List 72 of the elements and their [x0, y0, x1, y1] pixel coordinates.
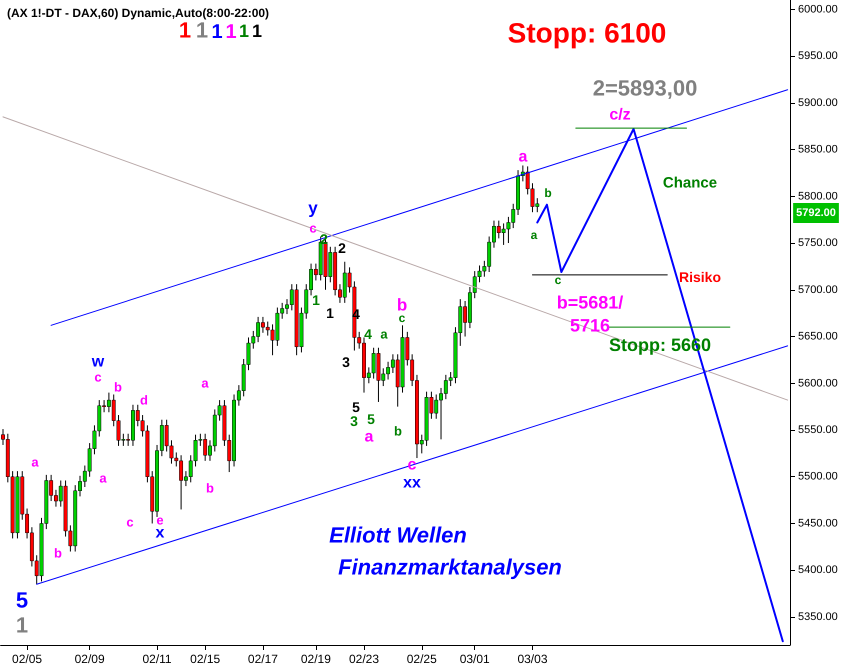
annotation: b	[394, 424, 402, 438]
annotation: b	[54, 546, 62, 560]
annotation: 1	[312, 292, 320, 308]
text: (AX 1!-DT - DAX,60) Dynamic,Auto(8:00-22:00)	[7, 6, 270, 20]
annotation: b	[544, 186, 552, 200]
annotation: 3	[350, 413, 358, 429]
annotation: 1	[252, 21, 262, 41]
x-tick-label: 02/15	[190, 652, 221, 666]
y-tick-label: 5550.00	[798, 424, 838, 436]
annotation: a	[201, 376, 210, 390]
annotation: a	[364, 428, 374, 446]
annotation: b=5681/ 5716	[556, 292, 624, 336]
annotation: c	[126, 514, 134, 530]
x-tick-label: 03/03	[517, 652, 548, 666]
y-tick-label: 5700.00	[798, 284, 838, 296]
annotation: a	[99, 470, 108, 486]
y-tick-label: 5750.00	[798, 237, 838, 250]
annotation: 4	[364, 326, 372, 342]
annotation: a	[31, 454, 40, 470]
annotation: xx	[403, 474, 421, 492]
annotation: c	[554, 273, 562, 287]
annotation: 2	[338, 240, 346, 256]
x-tick-label: 02/11	[142, 652, 172, 666]
annotation: a	[380, 326, 388, 342]
annotation: b	[206, 480, 214, 496]
annotation: 1	[225, 21, 237, 43]
y-tick-label: 5350.00	[798, 610, 838, 623]
annotation: 5	[367, 411, 376, 427]
annotation: 1	[211, 21, 223, 43]
y-tick-label: 5400.00	[798, 564, 838, 576]
x-tick-label: 02/17	[248, 652, 278, 666]
x-tick-label: 02/05	[12, 652, 42, 666]
annotation: c	[94, 370, 102, 384]
annotation: 4	[352, 306, 360, 322]
annotation: a	[518, 148, 528, 166]
annotation: Finanzmarktanalysen	[338, 554, 562, 580]
y-tick-label: 5800.00	[798, 190, 838, 202]
annotation: 5	[352, 399, 360, 415]
annotation: Risiko	[678, 269, 722, 285]
y-tick-label: 5950.00	[798, 50, 838, 62]
annotation: b	[114, 380, 122, 394]
y-tick-label: 5600.00	[798, 377, 838, 390]
y-tick-label: 5900.00	[798, 96, 838, 109]
annotation: x	[156, 524, 165, 542]
annotation: c/z	[609, 106, 631, 124]
x-tick-label: 02/19	[300, 652, 332, 666]
x-tick-label: 02/09	[74, 652, 105, 666]
x-tick-label: 02/23	[348, 652, 380, 666]
annotation: 1	[16, 612, 28, 638]
x-tick-label: 02/25	[406, 652, 438, 666]
y-tick-label: 5450.00	[798, 517, 838, 530]
y-tick-label: 6000.00	[798, 3, 838, 16]
x-tick-label: 03/01	[460, 652, 490, 666]
annotation: 5	[16, 588, 28, 612]
annotation: 1	[238, 21, 250, 41]
y-tick-label: 5650.00	[798, 330, 838, 343]
y-tick-label: 5850.00	[798, 144, 838, 156]
annotation: w	[90, 354, 105, 370]
annotation: e	[156, 512, 164, 528]
text: 5792.00	[796, 207, 836, 219]
annotation: 2=5893,00	[592, 76, 698, 100]
annotation: 3	[342, 354, 350, 370]
annotation: d	[140, 392, 148, 408]
annotation: Chance	[662, 174, 718, 192]
y-tick-label: 5500.00	[798, 470, 838, 483]
annotation: Stopp: 6100	[508, 18, 666, 48]
annotation: 1	[326, 305, 334, 321]
annotation: c	[309, 220, 317, 236]
annotation: y	[308, 198, 318, 218]
annotation: Elliott Wellen	[329, 522, 467, 548]
annotation: a	[530, 228, 538, 242]
annotation: 1	[178, 18, 192, 42]
